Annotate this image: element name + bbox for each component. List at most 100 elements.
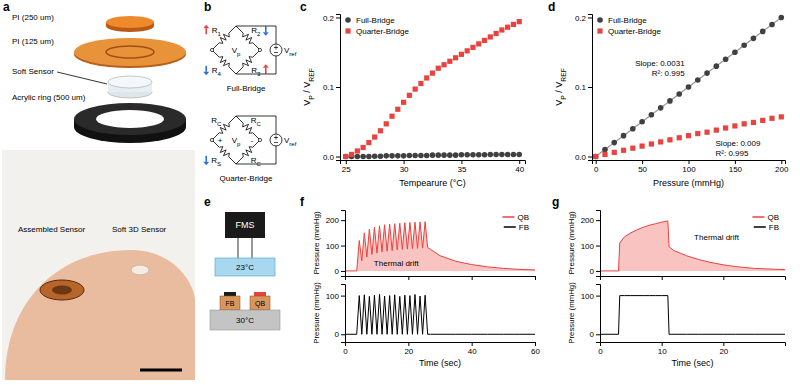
subscript: p [237, 141, 241, 147]
series-line [600, 221, 785, 271]
tick-label: 100 [326, 292, 340, 301]
annotation: Slope: 0.0031 [635, 59, 685, 68]
resistor-label: R4 [212, 66, 222, 77]
tick: 0.2 [575, 14, 592, 23]
y-axis-title: VP / VREF [302, 68, 315, 106]
marker [465, 48, 470, 53]
marker [769, 22, 775, 28]
marker [649, 112, 655, 118]
sensor-base [220, 296, 240, 310]
arrow [205, 66, 207, 72]
x-axis: 050100150200 [593, 160, 790, 174]
tick [472, 276, 473, 280]
tick: 200 [326, 216, 345, 225]
y-axis-title: Pressure (mmHg) [312, 282, 321, 344]
resistor [236, 26, 260, 50]
tick-label: 0.1 [323, 83, 335, 92]
marker [372, 153, 378, 159]
y-axis: 0100200 [581, 211, 601, 277]
marker [667, 137, 672, 142]
tick-label: 40 [468, 347, 477, 356]
marker [714, 63, 720, 69]
tick-mark [535, 276, 536, 280]
tick: 200 [775, 160, 789, 174]
panel-letter: f [300, 195, 305, 209]
marker [602, 152, 607, 157]
axis-line [588, 15, 593, 161]
legend: QBFB [502, 213, 529, 232]
instrument [225, 212, 265, 238]
marker [695, 131, 700, 136]
tick: 40 [515, 160, 524, 174]
tick-mark [341, 220, 345, 221]
tick-label: 0.2 [323, 14, 335, 23]
annotation: Slope: 0.009 [716, 139, 761, 148]
tick-mark [642, 160, 643, 164]
source-symbol [274, 136, 278, 143]
tick-label: 20 [719, 347, 728, 356]
terminal [210, 48, 213, 51]
marker [760, 118, 765, 123]
sensor-base [250, 296, 270, 310]
marker [505, 152, 511, 158]
legend-swatch [345, 17, 351, 23]
tick: 0.2 [323, 14, 340, 23]
marker [384, 121, 389, 126]
chart-f: f0100200Pressure (mmHg)02040600100Pressu… [300, 195, 540, 368]
marker [372, 134, 377, 139]
marker [447, 59, 452, 64]
tick: 0 [594, 160, 599, 174]
marker [401, 100, 406, 105]
annotation: Thermal drift [374, 259, 420, 268]
legend-swatch [754, 226, 766, 228]
resistor-label: RC [211, 116, 222, 127]
tick-label: 100 [581, 242, 595, 251]
tick-label: 50 [638, 165, 647, 174]
tick-mark [472, 342, 473, 346]
axis-line [341, 161, 526, 165]
marker [511, 22, 516, 27]
marker [436, 66, 441, 71]
tick-label: 200 [775, 165, 789, 174]
tick-mark [472, 276, 473, 280]
tick-label: 0 [590, 330, 595, 339]
marker [389, 114, 394, 119]
marker [621, 133, 627, 139]
axis-line [336, 15, 341, 161]
tick: 100 [682, 160, 696, 174]
arrow [205, 28, 207, 34]
tick-mark [689, 160, 690, 164]
tick-label: 35 [457, 165, 466, 174]
tick: 0.1 [323, 83, 340, 92]
tick-label: 0.1 [575, 83, 587, 92]
y-axis-title: Pressure (mmHg) [567, 282, 576, 344]
axis-line [346, 277, 536, 281]
marker [343, 154, 349, 160]
plot-area [343, 19, 522, 159]
marker [751, 120, 756, 125]
circuit-title: Full-Bridge [227, 84, 266, 93]
tick: 0 [598, 342, 603, 356]
x-axis: 0204060 [343, 342, 540, 356]
panel-e: eFMS23°CFBQB30°C [204, 195, 280, 330]
sensor-top [108, 76, 152, 88]
tick: 100 [581, 292, 600, 301]
marker [464, 152, 470, 158]
marker [742, 121, 747, 126]
tick-label: 60 [531, 347, 540, 356]
marker [593, 154, 598, 159]
marker [658, 139, 663, 144]
tick-label: 30 [400, 165, 409, 174]
marker [723, 56, 729, 62]
tick: 25 [342, 160, 351, 174]
annotation: Thermal drift [694, 233, 740, 242]
y-axis-title: Pressure (mmHg) [312, 211, 321, 274]
marker [658, 105, 664, 111]
tick-label: 0 [335, 267, 340, 276]
tick: 100 [326, 242, 345, 251]
tick-label: 0 [598, 347, 603, 356]
tick: 100 [326, 292, 345, 301]
tick-label: 25 [342, 165, 351, 174]
marker [517, 19, 522, 24]
marker [395, 153, 401, 159]
